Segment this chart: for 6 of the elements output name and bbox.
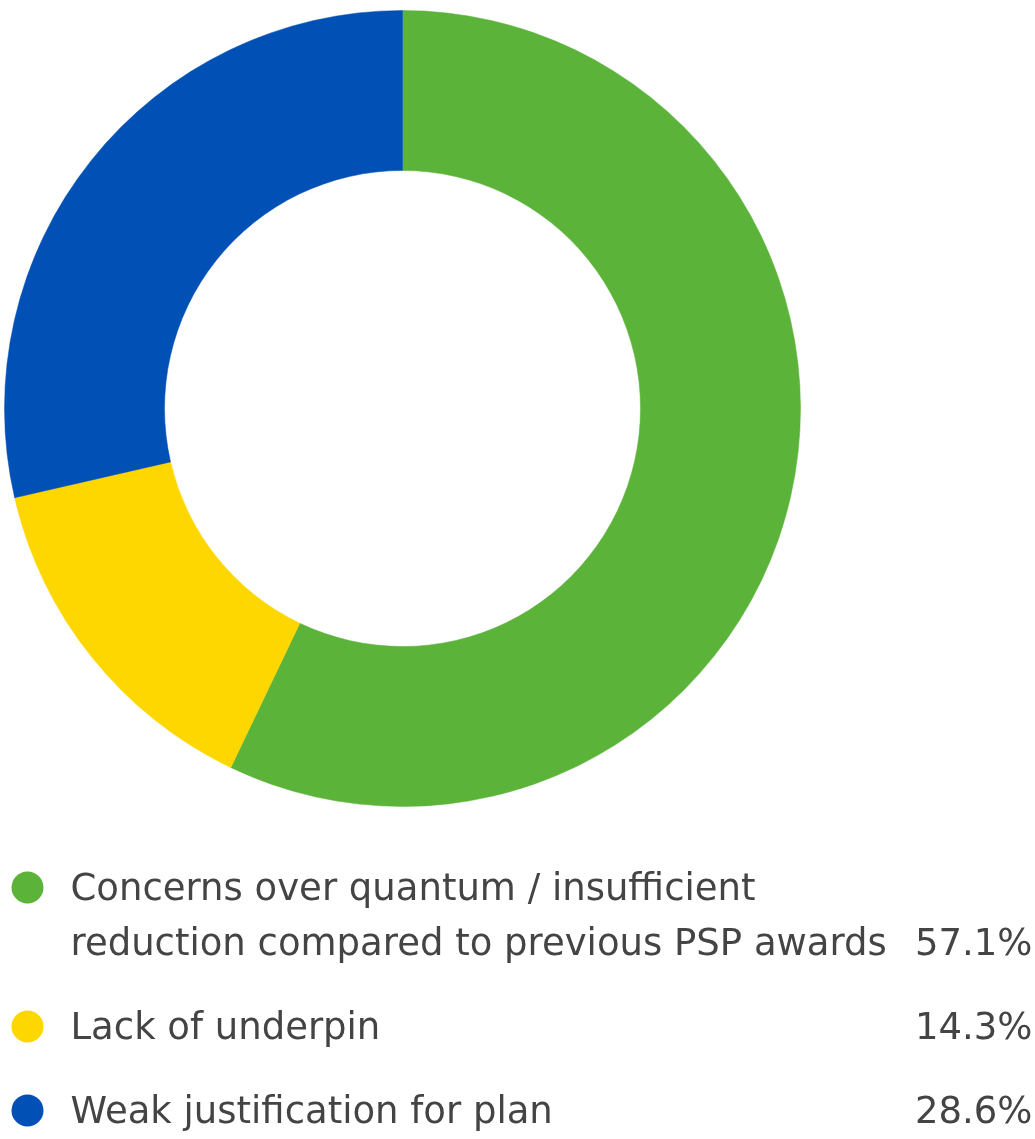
legend-label: Lack of underpin [70,1005,381,1048]
legend-label: Weak justification for plan [70,1089,553,1132]
data-label: 14.3% [914,1005,1033,1048]
legend-label: Concerns over quantum / insufficient reduction compared to previous PSP awards [70,866,887,964]
data-label: 28.6% [914,1089,1033,1132]
data-label: 57.1% [914,921,1033,964]
